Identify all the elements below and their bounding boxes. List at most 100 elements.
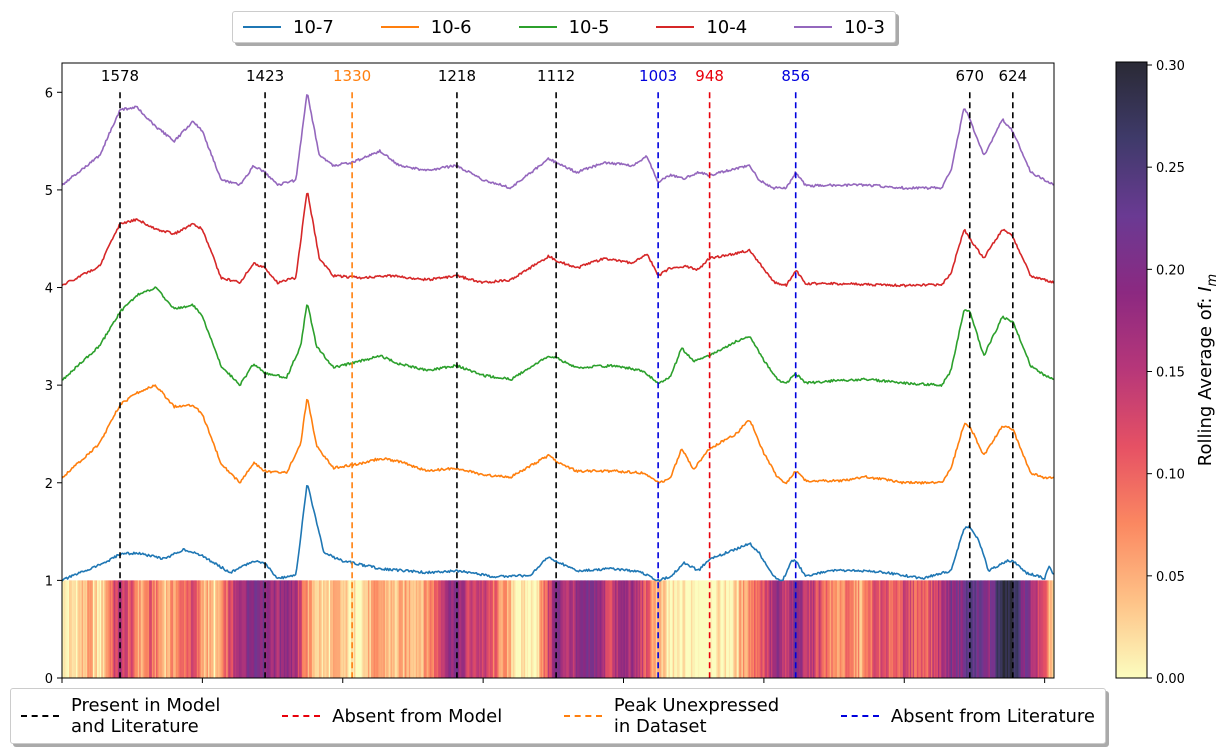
colorbar: 0.00 0.05 0.10 0.15 0.20 0.25 0.30 Rolling Aver… — [1115, 59, 1220, 687]
heatmap-cell — [87, 580, 90, 678]
heatmap-cell — [973, 580, 975, 678]
heatmap-cell — [617, 580, 620, 678]
heatmap-cell — [97, 580, 99, 678]
heatmap-cell — [853, 580, 856, 678]
heatmap-cell — [511, 580, 514, 678]
heatmap-cell — [77, 580, 80, 678]
heatmap-cell — [1037, 580, 1040, 678]
heatmap-cell — [119, 580, 122, 678]
heatmap-cell — [98, 580, 101, 678]
heatmap-cell — [1036, 580, 1039, 678]
heatmap-cell — [309, 580, 311, 678]
heatmap-cell — [852, 580, 855, 678]
heatmap-cell — [487, 580, 490, 678]
plot-frame — [61, 62, 1055, 679]
heatmap-cell — [725, 580, 728, 678]
heatmap-cell — [70, 580, 73, 678]
heatmap-cell — [755, 580, 758, 678]
heatmap-cell — [623, 580, 626, 678]
heatmap-cell — [665, 580, 668, 678]
heatmap-cell — [740, 580, 742, 678]
heatmap-cell — [78, 580, 81, 678]
heatmap-cell — [456, 580, 459, 678]
heatmap-cell — [991, 580, 994, 678]
heatmap-cell — [170, 580, 172, 678]
heatmap-cell — [415, 580, 418, 678]
heatmap-cell — [216, 580, 219, 678]
heatmap-cell — [578, 580, 581, 678]
heatmap-cell — [787, 580, 790, 678]
heatmap-cell — [115, 580, 118, 678]
heatmap-cell — [751, 580, 754, 678]
heatmap-cell — [375, 580, 377, 678]
heatmap-cell — [485, 580, 488, 678]
heatmap-cell — [909, 580, 912, 678]
heatmap-cell — [718, 580, 721, 678]
heatmap-cell — [213, 580, 216, 678]
heatmap-cell — [76, 580, 78, 678]
heatmap-cell — [1015, 580, 1017, 678]
heatmap-cell — [985, 580, 988, 678]
heatmap-cell — [832, 580, 835, 678]
heatmap-cell — [337, 580, 339, 678]
heatmap-cell — [870, 580, 873, 678]
heatmap-cell — [355, 580, 358, 678]
heatmap-cell — [223, 580, 226, 678]
heatmap-cell — [1010, 580, 1013, 678]
heatmap-cell — [523, 580, 526, 678]
heatmap-cell — [373, 580, 376, 678]
heatmap-cell — [881, 580, 884, 678]
heatmap-cell — [842, 580, 845, 678]
series-legend: 10-7 10-6 10-5 10-4 10-3 — [232, 11, 896, 43]
heatmap-cell — [572, 580, 575, 678]
heatmap-cell — [907, 580, 909, 678]
heatmap-cell — [302, 580, 304, 678]
heatmap-cell — [1051, 580, 1054, 678]
heatmap-cell — [533, 580, 536, 678]
heatmap-cell — [581, 580, 584, 678]
heatmap-cell — [674, 580, 676, 678]
heatmap-cell — [311, 580, 314, 678]
heatmap-cell — [801, 580, 804, 678]
heatmap-cell — [391, 580, 394, 678]
heatmap-cell — [627, 580, 630, 678]
heatmap-cell — [947, 580, 950, 678]
heatmap-cell — [414, 580, 417, 678]
heatmap-cell — [266, 580, 269, 678]
heatmap-cell — [772, 580, 775, 678]
heatmap-cell — [120, 580, 123, 678]
heatmap-cell — [377, 580, 380, 678]
heatmap-cell — [791, 580, 794, 678]
heatmap-cell — [536, 580, 539, 678]
heatmap-cell — [349, 580, 352, 678]
heatmap-cell — [83, 580, 85, 678]
heatmap-cell — [888, 580, 891, 678]
heatmap-cell — [324, 580, 327, 678]
heatmap-cell — [304, 580, 307, 678]
heatmap-cell — [539, 580, 542, 678]
heatmap-cell — [295, 580, 297, 678]
heatmap-cell — [470, 580, 473, 678]
heatmap-cell — [863, 580, 866, 678]
legend-item: 10-6 — [380, 17, 472, 38]
heatmap-cell — [929, 580, 932, 678]
series-line-10-6 — [62, 384, 1054, 485]
heatmap-cell — [560, 580, 563, 678]
heatmap-cell — [231, 580, 234, 678]
colorbar-label-symbol: I — [1195, 286, 1216, 291]
heatmap-cell — [467, 580, 470, 678]
heatmap-cell — [236, 580, 238, 678]
heatmap-cell — [509, 580, 512, 678]
heatmap-cell — [390, 580, 393, 678]
heatmap-cell — [1005, 580, 1008, 678]
heatmap-cell — [721, 580, 724, 678]
heatmap-cell — [807, 580, 810, 678]
heatmap-cell — [186, 580, 189, 678]
heatmap-cell — [923, 580, 926, 678]
heatmap-cell — [247, 580, 250, 678]
y-tick-label: 2 — [45, 477, 53, 492]
heatmap-cell — [321, 580, 324, 678]
heatmap-cell — [164, 580, 167, 678]
heatmap-cell — [361, 580, 363, 678]
heatmap-cell — [936, 580, 939, 678]
